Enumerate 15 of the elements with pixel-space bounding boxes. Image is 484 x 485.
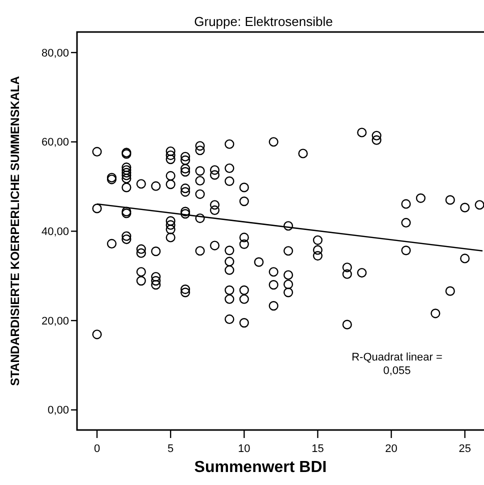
y-tick-label: 0,00 [48, 404, 69, 417]
chart-title: Gruppe: Elektrosensible [194, 14, 333, 29]
y-axis-title: STANDARDISIERTE KOERPERLICHE SUMMENSKALA [8, 76, 22, 386]
x-tick-label: 15 [312, 443, 324, 455]
y-tick-label: 40,00 [41, 226, 69, 238]
x-tick-label: 0 [94, 443, 100, 455]
x-tick-label: 20 [385, 443, 398, 455]
y-tick-label: 60,00 [41, 136, 69, 149]
annotation: R-Quadrat linear = 0,055 [352, 352, 442, 377]
x-tick-label: 5 [168, 443, 174, 455]
y-tick-label: 20,00 [41, 315, 69, 328]
y-tick-label: 80,00 [41, 47, 69, 60]
x-tick-label: 25 [458, 443, 471, 455]
x-tick-label: 10 [238, 443, 250, 455]
x-axis-title: Summenwert BDI [194, 459, 327, 476]
